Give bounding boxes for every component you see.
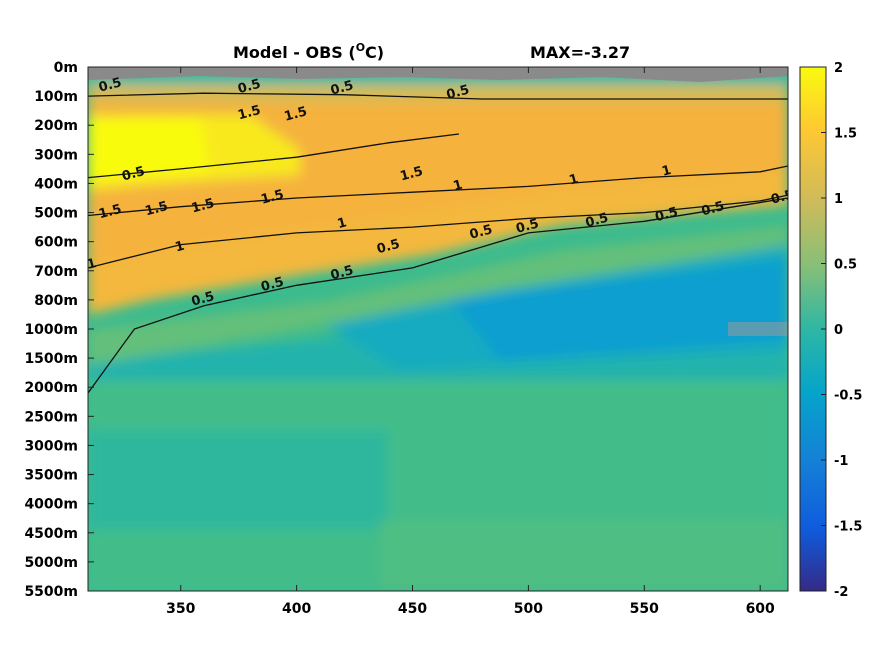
colorbar-tick-label: 0 [834, 323, 843, 338]
y-tick-label: 100m [34, 89, 78, 105]
contour-label: 0.5 [97, 75, 123, 95]
contour-label: 0.5 [769, 187, 795, 207]
y-tick-label: 3500m [24, 468, 78, 484]
x-axis: 350 400 450 500 550 600 [166, 67, 775, 617]
contour-label: 0.5 [584, 211, 610, 231]
contour-label: 0.5 [236, 77, 262, 97]
x-tick-label: 450 [398, 601, 427, 617]
y-tick-label: 5000m [24, 555, 78, 571]
contour-label: 0.5 [329, 78, 355, 98]
contour-line-0_5 [88, 197, 788, 394]
contour-label: 0.5 [514, 216, 540, 236]
y-tick-label: 700m [34, 264, 78, 280]
chart-max-label: MAX=-3.27 [530, 43, 630, 62]
contour-label: 0.5 [190, 289, 216, 309]
y-tick-label: 500m [34, 206, 78, 222]
y-tick-label: 600m [34, 235, 78, 251]
y-tick-label: 0m [54, 60, 78, 76]
contour-line-0_5 [88, 92, 788, 100]
y-tick-label: 2500m [24, 409, 78, 425]
contour-label: 0.5 [445, 83, 471, 103]
chart-title: Model - OBS (OC) [233, 41, 384, 62]
contour-label: 1.5 [144, 199, 170, 219]
x-tick-label: 550 [630, 601, 659, 617]
x-tick-label: 600 [746, 601, 775, 617]
y-tick-label: 4000m [24, 497, 78, 513]
contour-label: 1 [336, 215, 349, 232]
contour-label: 1.5 [236, 103, 262, 123]
contour-line-1_5 [88, 165, 788, 217]
y-tick-label: 4500m [24, 526, 78, 542]
colorbar-tick-label: -1 [834, 454, 848, 469]
colorbar-tick-label: 1 [834, 192, 843, 207]
contour-label: 0.5 [329, 263, 355, 283]
colorbar-ticks: 2 1.5 1 0.5 0 -0.5 -1 -1.5 -2 [821, 61, 862, 600]
contour-label: 1.5 [399, 164, 425, 184]
contour-label: 1 [85, 256, 98, 273]
contour-label: 0.5 [120, 164, 146, 184]
contour-label: 0.5 [653, 205, 679, 225]
contour-label: 0.5 [375, 237, 401, 257]
contour-label: 1 [452, 177, 465, 194]
y-tick-label: 1000m [24, 322, 78, 338]
colorbar-tick-label: 1.5 [834, 127, 857, 142]
colorbar-tick-label: -2 [834, 585, 848, 600]
contour-label: 1.5 [97, 202, 123, 222]
x-tick-label: 400 [282, 601, 311, 617]
contour-label: 0.5 [468, 222, 494, 242]
contour-label: 1 [173, 239, 186, 256]
colorbar-tick-label: 2 [834, 61, 843, 76]
y-tick-label: 5500m [24, 584, 78, 600]
y-tick-label: 1500m [24, 351, 78, 367]
y-tick-label: 800m [34, 293, 78, 309]
heatmap-field: 0.5 0.5 0.5 0.5 1.5 1.5 0.5 1.5 1.5 1.5 1.5 1.5 1 1 1 1… [85, 67, 795, 591]
contour-label: 1.5 [190, 196, 216, 216]
contour-label: 1.5 [259, 187, 285, 207]
svg-text:Model - OBS (OC): Model - OBS (OC) [233, 41, 384, 62]
y-tick-label: 3000m [24, 438, 78, 454]
y-tick-label: 200m [34, 118, 78, 134]
contour-labels: 0.5 0.5 0.5 0.5 1.5 1.5 0.5 1.5 1.5 1.5 1.5 1.5 1 1 1 1… [85, 75, 795, 309]
contour-label: 1.5 [283, 104, 309, 124]
colorbar-tick-label: -0.5 [834, 389, 862, 404]
contour-line-1_5 [88, 133, 459, 179]
x-tick-label: 350 [166, 601, 195, 617]
contour-label: 1 [568, 172, 581, 189]
colorbar-tick-label: -1.5 [834, 520, 862, 535]
contour-label: 0.5 [259, 275, 285, 295]
contour-lines [88, 92, 788, 394]
y-tick-label: 400m [34, 176, 78, 192]
contour-line-1 [88, 194, 788, 269]
contour-label: 1 [660, 163, 673, 180]
y-axis: 0m 100m 200m 300m 400m 500m 600m 700m 800m 1000m 1… [24, 60, 94, 600]
y-tick-label: 2000m [24, 380, 78, 396]
colorbar-tick-label: 0.5 [834, 258, 857, 273]
y-tick-label: 300m [34, 147, 78, 163]
x-tick-label: 500 [514, 601, 543, 617]
contour-label: 0.5 [700, 199, 726, 219]
